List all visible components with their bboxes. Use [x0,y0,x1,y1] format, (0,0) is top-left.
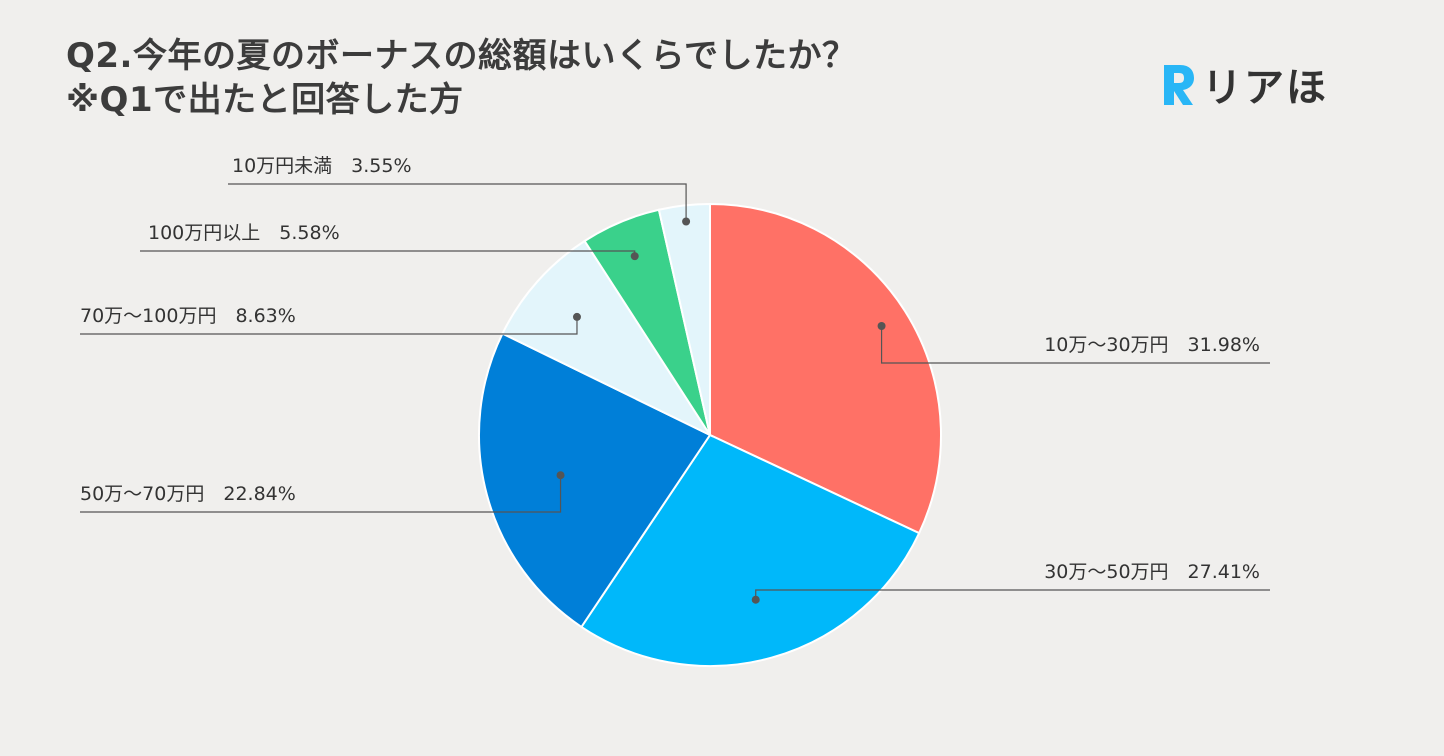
title-line-1: Q2.今年の夏のボーナスの総額はいくらでしたか？ [66,36,857,76]
leader-dot-1 [877,321,886,330]
slice-label-2: 30万～50万円 27.41% [1044,561,1260,583]
leader-dot-6 [682,217,691,226]
pie-slice-2 [580,433,921,667]
logo-text: リアほ [1202,65,1328,111]
pie-slice-4 [501,239,713,438]
slice-label-4: 70万～100万円 8.63% [80,305,296,327]
leader-dot-4 [572,312,581,321]
pie-slice-6 [657,202,711,436]
slice-label-3: 50万～70万円 22.84% [80,483,296,505]
slice-label-6: 10万円未満 3.55% [232,155,412,177]
title-line-2: ※Q1で出たと回答した方 [66,80,464,120]
pie-slice-1 [709,202,942,535]
leader-dot-2 [751,595,760,604]
leader-line-6 [228,183,687,222]
leader-dot-3 [556,471,565,480]
slice-label-1: 10万～30万円 31.98% [1044,334,1260,356]
slice-label-5: 100万円以上 5.58% [148,222,340,244]
chart-title: Q2.今年の夏のボーナスの総額はいくらでしたか？ ※Q1で出たと回答した方 [66,34,856,122]
logo-r-icon [1164,65,1194,105]
leader-line-3 [80,475,562,513]
leader-line-5 [140,250,636,257]
leader-line-4 [80,316,578,335]
leader-line-1 [880,325,1270,364]
brand-logo: リアほ [1158,56,1328,112]
leader-dot-5 [630,252,639,261]
